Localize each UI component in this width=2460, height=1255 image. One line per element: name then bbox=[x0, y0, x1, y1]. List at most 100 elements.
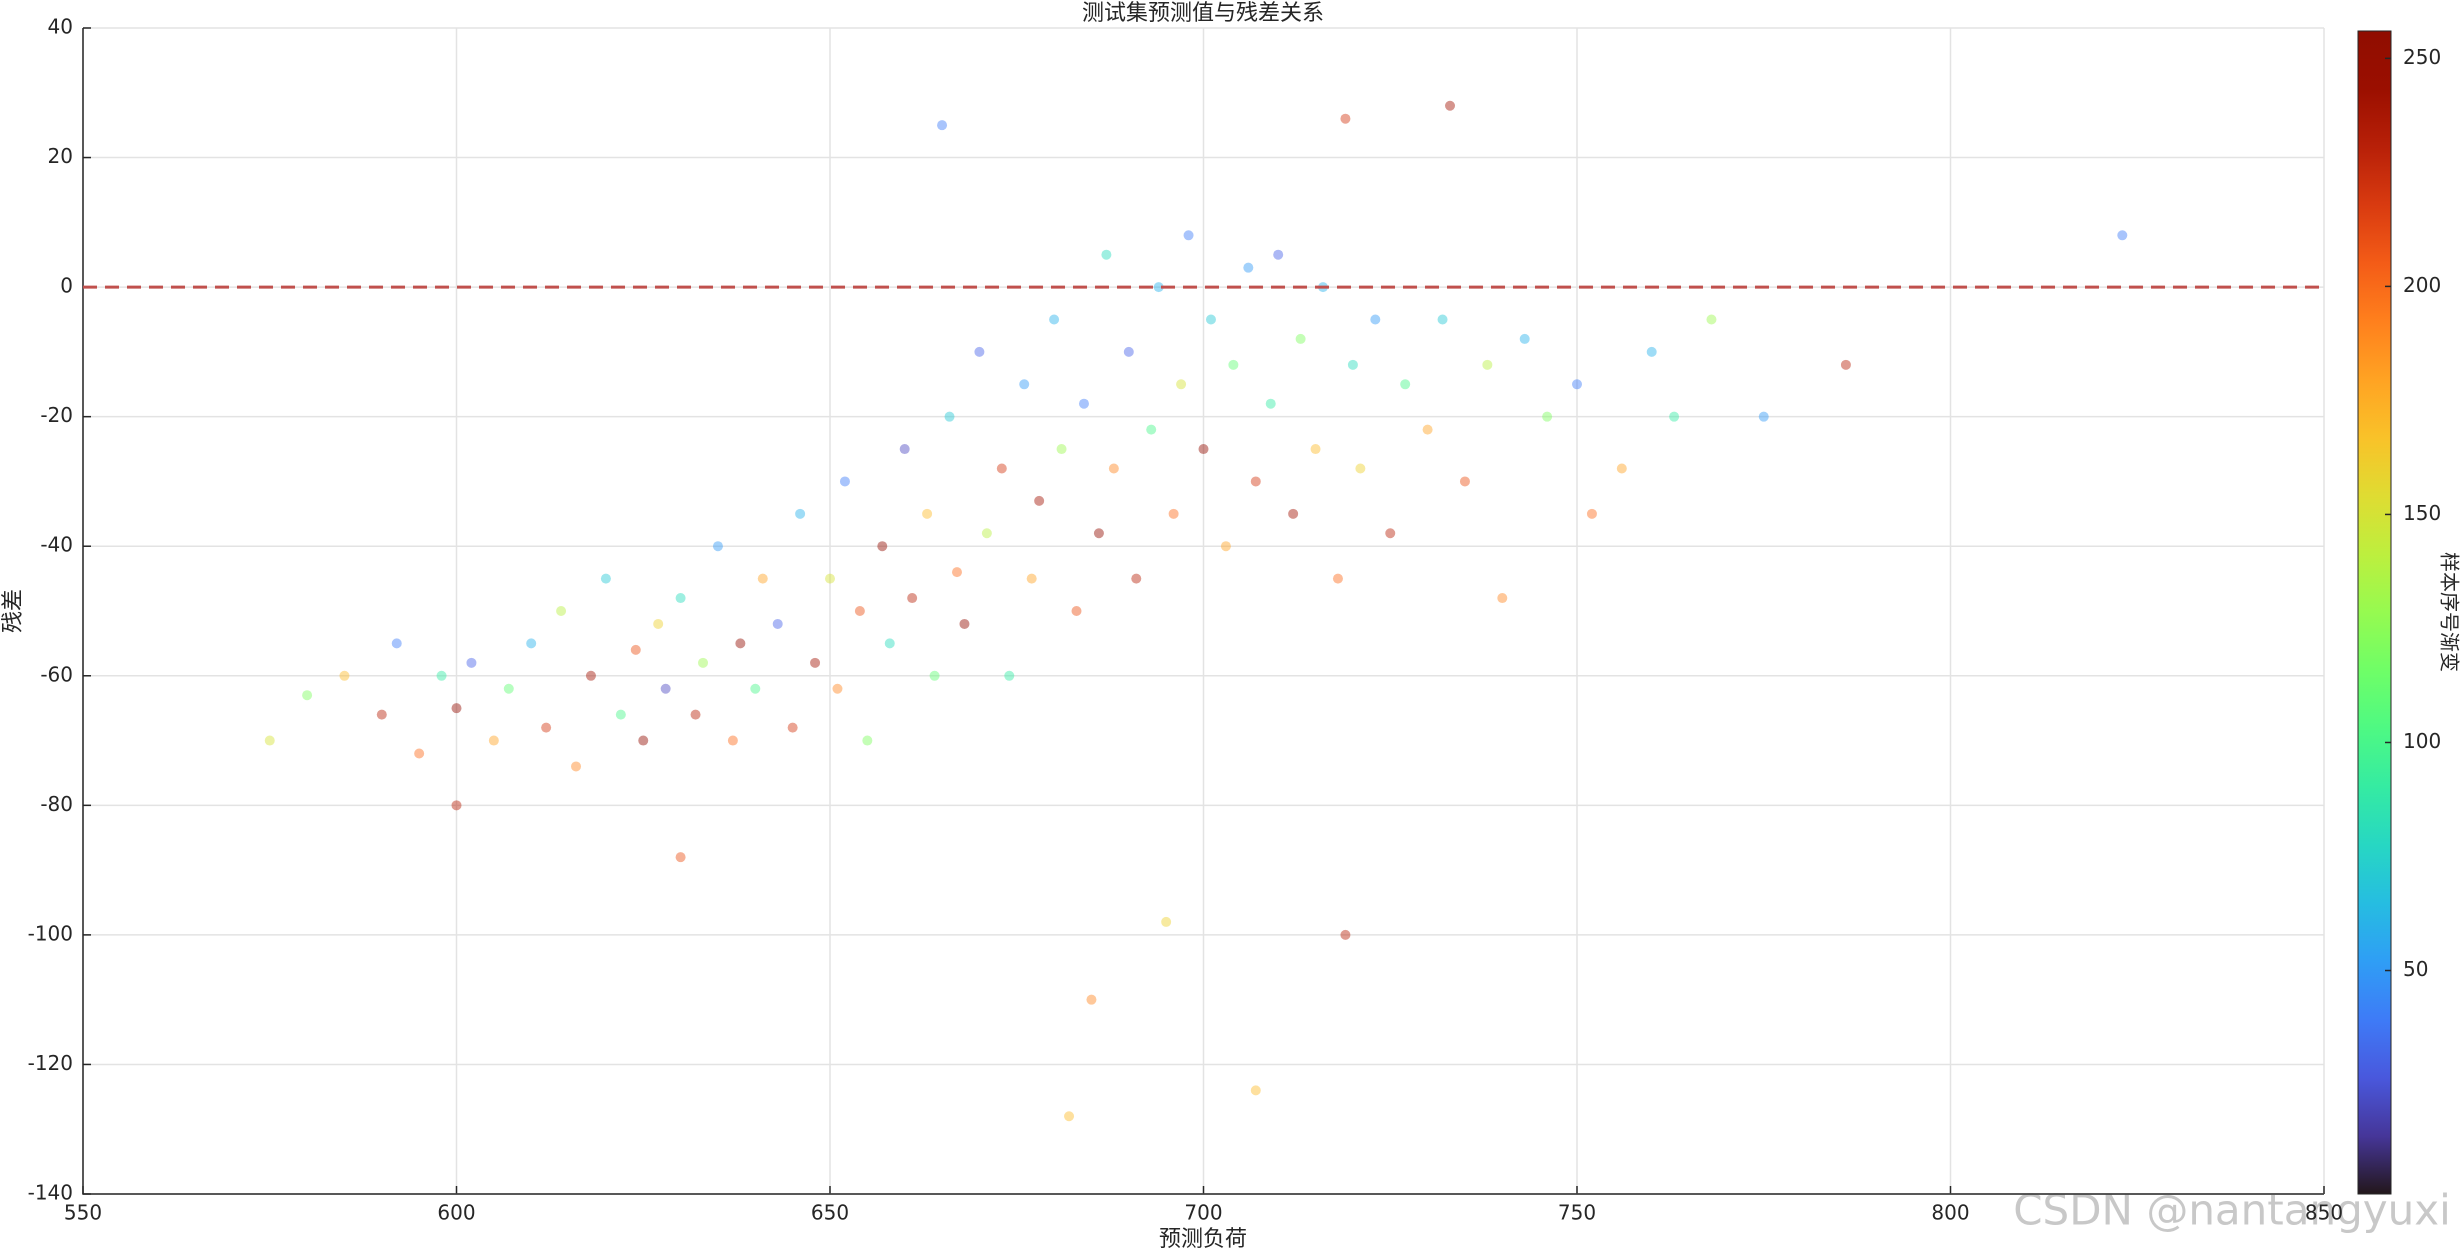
point bbox=[810, 657, 821, 668]
point bbox=[772, 618, 783, 629]
y-tick-label: -140 bbox=[28, 1181, 73, 1205]
point bbox=[1586, 508, 1597, 519]
point bbox=[839, 476, 850, 487]
point bbox=[653, 618, 664, 629]
point bbox=[1004, 670, 1015, 681]
point bbox=[884, 638, 895, 649]
point bbox=[1340, 113, 1351, 124]
point bbox=[1153, 282, 1164, 293]
x-tick-label: 700 bbox=[1184, 1201, 1222, 1225]
point bbox=[795, 508, 806, 519]
point bbox=[1758, 411, 1769, 422]
y-tick-label: -40 bbox=[40, 533, 73, 557]
point bbox=[1459, 476, 1470, 487]
x-tick-label: 550 bbox=[64, 1201, 102, 1225]
y-tick-label: -80 bbox=[40, 792, 73, 816]
colorbar bbox=[2357, 30, 2392, 1195]
point bbox=[1400, 379, 1411, 390]
point bbox=[981, 528, 992, 539]
point bbox=[571, 761, 582, 772]
point bbox=[937, 120, 948, 131]
x-tick-label: 750 bbox=[1558, 1201, 1596, 1225]
point bbox=[1542, 411, 1553, 422]
point bbox=[735, 638, 746, 649]
point bbox=[1183, 230, 1194, 241]
point bbox=[727, 735, 738, 746]
point bbox=[1669, 411, 1680, 422]
point bbox=[1131, 573, 1142, 584]
point bbox=[832, 683, 843, 694]
point bbox=[1205, 314, 1216, 325]
point bbox=[922, 508, 933, 519]
x-tick-label: 850 bbox=[2305, 1201, 2343, 1225]
x-tick-label: 800 bbox=[1931, 1201, 1969, 1225]
point bbox=[862, 735, 873, 746]
point bbox=[264, 735, 275, 746]
point bbox=[2117, 230, 2128, 241]
point bbox=[466, 657, 477, 668]
point bbox=[929, 670, 940, 681]
colorbar-tick-label: 150 bbox=[2403, 501, 2441, 525]
point bbox=[630, 644, 641, 655]
point bbox=[488, 735, 499, 746]
point bbox=[877, 541, 888, 552]
point bbox=[974, 346, 985, 357]
point bbox=[1093, 528, 1104, 539]
point bbox=[1437, 314, 1448, 325]
point bbox=[451, 800, 462, 811]
x-axis-label: 预测负荷 bbox=[1159, 1227, 1247, 1252]
point bbox=[1019, 379, 1030, 390]
y-axis-label: 残差 bbox=[1, 589, 26, 633]
point bbox=[698, 657, 709, 668]
point bbox=[1161, 916, 1172, 927]
point bbox=[1385, 528, 1396, 539]
point bbox=[1616, 463, 1627, 474]
point bbox=[1086, 994, 1097, 1005]
colorbar-tick-label: 200 bbox=[2403, 273, 2441, 297]
point bbox=[1295, 333, 1306, 344]
point bbox=[1123, 346, 1134, 357]
point bbox=[1497, 593, 1508, 604]
point bbox=[1355, 463, 1366, 474]
point bbox=[436, 670, 447, 681]
point bbox=[1108, 463, 1119, 474]
point bbox=[899, 444, 910, 455]
colorbar-label: 样本序号渐变 bbox=[2438, 552, 2460, 672]
y-tick-label: 20 bbox=[48, 144, 73, 168]
point bbox=[660, 683, 671, 694]
point bbox=[615, 709, 626, 720]
point bbox=[750, 683, 761, 694]
point bbox=[1078, 398, 1089, 409]
point bbox=[757, 573, 768, 584]
point bbox=[526, 638, 537, 649]
point bbox=[1056, 444, 1067, 455]
point bbox=[690, 709, 701, 720]
point bbox=[1064, 1111, 1075, 1122]
point bbox=[1706, 314, 1717, 325]
point bbox=[1243, 262, 1254, 273]
point bbox=[1146, 424, 1157, 435]
point bbox=[825, 573, 835, 584]
x-tick-label: 600 bbox=[437, 1201, 475, 1225]
point bbox=[1250, 476, 1261, 487]
point bbox=[1034, 495, 1045, 506]
point bbox=[585, 670, 596, 681]
x-tick-label: 650 bbox=[811, 1201, 849, 1225]
chart-title: 测试集预测值与残差关系 bbox=[1082, 1, 1324, 26]
point bbox=[1168, 508, 1179, 519]
point bbox=[556, 606, 567, 616]
colorbar-tick-label: 250 bbox=[2403, 45, 2441, 69]
point bbox=[944, 411, 955, 422]
y-tick-label: 40 bbox=[48, 15, 73, 39]
point bbox=[1370, 314, 1381, 325]
point bbox=[302, 690, 313, 701]
point bbox=[451, 703, 462, 714]
point bbox=[1519, 333, 1530, 344]
point bbox=[959, 618, 970, 629]
point bbox=[675, 852, 686, 863]
point bbox=[638, 735, 649, 746]
point bbox=[1026, 573, 1037, 584]
point bbox=[854, 606, 865, 616]
point bbox=[787, 722, 798, 733]
